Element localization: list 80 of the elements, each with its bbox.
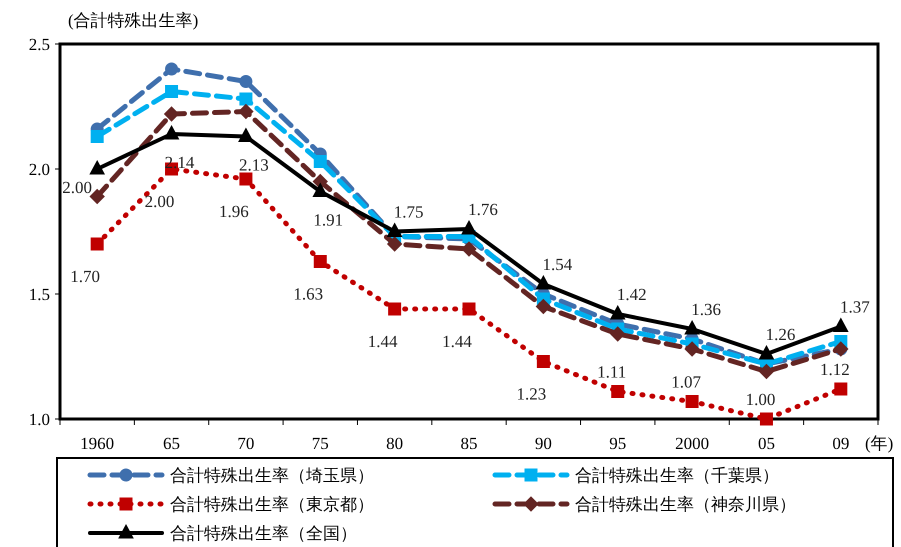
point (90, 130, 104, 143)
point (833, 318, 848, 332)
x-tick-label: 65 (163, 434, 180, 453)
x-tick-label: 90 (534, 434, 552, 453)
point (684, 320, 700, 334)
data-label: 1.23 (516, 384, 546, 404)
point (90, 189, 105, 204)
data-label: 2.13 (239, 156, 269, 174)
point (164, 106, 180, 122)
point (387, 236, 402, 252)
y-axis-title: (合計特殊出生率) (68, 11, 198, 30)
point (536, 299, 551, 314)
x-tick-label: 95 (609, 434, 626, 453)
point (239, 75, 252, 88)
point (238, 104, 254, 119)
data-label: 2.00 (62, 178, 92, 197)
point (834, 382, 848, 396)
x-tick-label: 09 (832, 434, 850, 453)
legend-label: 合計特殊出生率（東京都） (170, 495, 374, 514)
x-axis-title: (年) (865, 434, 894, 453)
point (314, 155, 327, 168)
legend-label: 合計特殊出生率（全国） (170, 524, 357, 543)
data-label: 1.44 (368, 332, 398, 351)
point (239, 172, 252, 186)
x-tick-label: 1960 (80, 434, 114, 453)
point (462, 302, 476, 316)
data-label: 1.91 (313, 210, 344, 230)
point (462, 220, 476, 234)
data-label: 1.11 (597, 362, 626, 382)
y-tick-label: 2.0 (28, 160, 50, 179)
point (536, 276, 551, 290)
legend-label: 合計特殊出生率（神奈川県） (575, 495, 796, 514)
data-label: 1.00 (746, 390, 776, 409)
point (611, 385, 624, 398)
x-tick-label: 05 (758, 434, 775, 453)
point (90, 160, 105, 174)
point (387, 223, 402, 237)
x-tick-label: 70 (237, 434, 254, 453)
point (536, 355, 550, 368)
data-label: 1.37 (840, 298, 870, 316)
x-tick-label: 85 (460, 434, 478, 453)
point (314, 255, 327, 268)
point (165, 85, 178, 98)
y-tick-label: 2.5 (28, 35, 50, 54)
data-label: 1.12 (820, 360, 850, 379)
point (686, 395, 699, 408)
data-label: 2.14 (164, 153, 195, 172)
point (238, 128, 254, 142)
point (758, 364, 774, 379)
point (388, 302, 402, 316)
point (164, 126, 180, 140)
data-label: 1.70 (70, 267, 100, 286)
point (610, 306, 626, 320)
point (312, 183, 328, 197)
data-label: 1.76 (468, 200, 498, 219)
data-label: 1.44 (442, 332, 472, 351)
point (684, 342, 700, 356)
data-label: 1.07 (671, 372, 702, 392)
data-label: 2.00 (144, 192, 174, 211)
point (165, 62, 178, 76)
x-tick-label: 75 (312, 434, 329, 453)
y-tick-label: 1.0 (28, 410, 50, 429)
data-label: 1.42 (616, 285, 647, 304)
point (758, 346, 774, 360)
data-label: 1.36 (691, 300, 721, 319)
x-tick-label: 2000 (675, 434, 710, 453)
data-label: 1.75 (394, 202, 424, 222)
point (760, 412, 773, 426)
point (239, 92, 252, 106)
y-tick-label: 1.5 (28, 285, 50, 304)
point (462, 242, 476, 256)
data-label: 1.54 (542, 255, 573, 274)
x-tick-label: 80 (386, 434, 404, 453)
point (610, 326, 626, 342)
data-label: 1.26 (766, 325, 796, 344)
data-label: 1.63 (293, 284, 324, 304)
legend-label: 合計特殊出生率（埼玉県） (170, 466, 374, 485)
point (90, 238, 104, 250)
legend-label: 合計特殊出生率（千葉県） (575, 466, 779, 485)
data-label: 1.96 (219, 202, 249, 221)
